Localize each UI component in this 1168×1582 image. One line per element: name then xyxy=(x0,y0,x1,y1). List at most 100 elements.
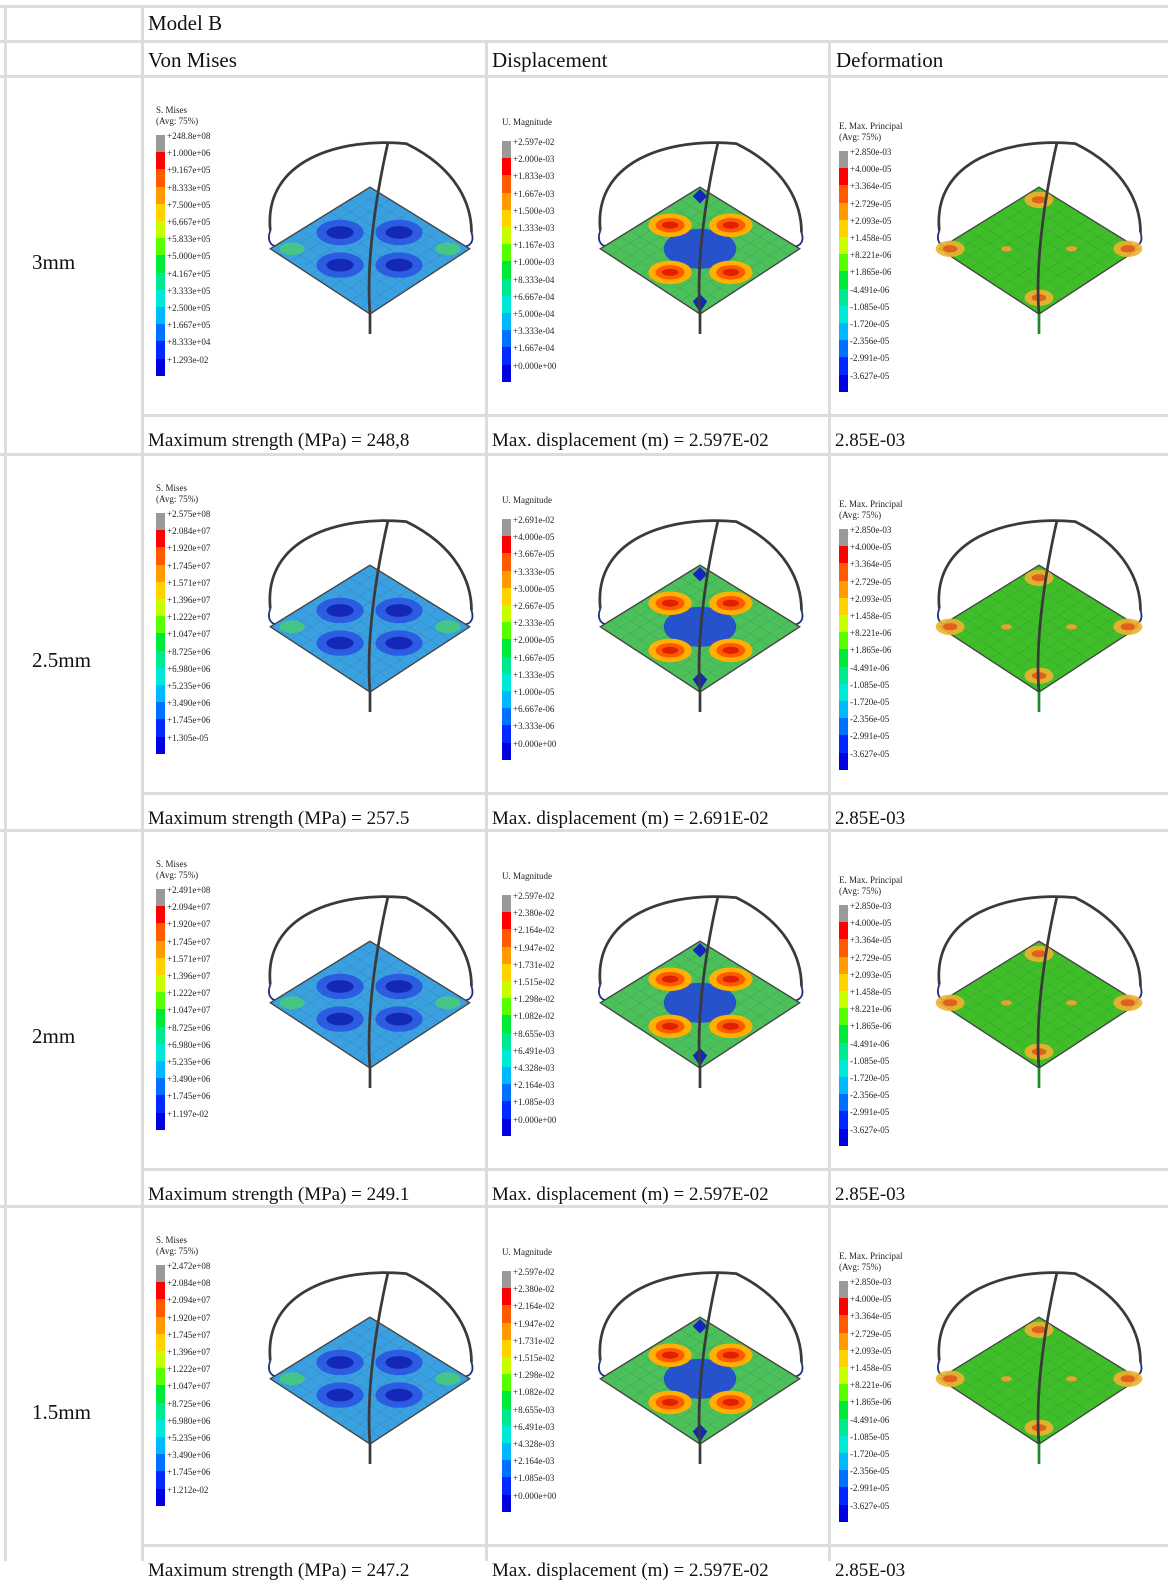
legend-swatch xyxy=(839,580,848,598)
legend-swatch xyxy=(156,1471,165,1489)
legend-swatch xyxy=(156,513,165,531)
legend-value: +1.865e-06 xyxy=(850,1021,892,1032)
legend-value: +1.458e-05 xyxy=(850,233,892,243)
legend-value: +3.364e-05 xyxy=(850,935,892,946)
legend-value: -2.356e-05 xyxy=(850,1466,890,1477)
legend-value: -3.627e-05 xyxy=(850,748,890,759)
legend-swatch xyxy=(839,1504,848,1522)
legend-swatch xyxy=(839,1418,848,1436)
legend-swatch xyxy=(839,1453,848,1471)
legend-swatch xyxy=(156,957,165,975)
row-label-thickness: 1.5mm xyxy=(32,1400,91,1424)
legend-title: U. Magnitude xyxy=(502,495,552,505)
legend-swatch xyxy=(156,1009,165,1027)
legend-value: +2.850e-03 xyxy=(850,1277,892,1287)
legend-value: +5.833e+05 xyxy=(167,234,211,245)
legend-swatch xyxy=(156,923,165,941)
legend-value: +6.980e+06 xyxy=(167,1415,211,1426)
legend-value: +2.094e+07 xyxy=(167,902,211,913)
legend-value: +9.167e+05 xyxy=(167,165,211,176)
legend-title: E. Max. Principal xyxy=(839,1251,903,1261)
legend-value: +8.221e-06 xyxy=(850,250,892,261)
legend-value: +1.000e+06 xyxy=(167,148,211,159)
legend-value: +5.235e+06 xyxy=(167,1057,211,1067)
legend-value: +1.731e-02 xyxy=(513,959,555,970)
legend-swatch xyxy=(156,564,165,582)
legend-swatch xyxy=(839,1128,848,1146)
legend-swatch xyxy=(839,597,848,615)
legend-value: -2.356e-05 xyxy=(850,714,890,725)
legend-swatch xyxy=(839,1077,848,1095)
legend-swatch xyxy=(156,719,165,737)
legend-value: +1.500e-03 xyxy=(513,205,555,216)
legend-value: +6.491e-03 xyxy=(513,1045,555,1056)
legend-subtitle: (Avg: 75%) xyxy=(156,1246,199,1256)
legend-mises: S. Mises (Avg: 75%) +2.491e+08 +2.094e+07 +1… xyxy=(150,858,236,1130)
legend-value: +0.000e+00 xyxy=(513,738,557,749)
legend-swatch xyxy=(156,975,165,993)
legend-swatch xyxy=(502,141,511,159)
legend-swatch xyxy=(502,725,511,743)
legend-swatch xyxy=(839,254,848,272)
legend-swatch xyxy=(156,1385,165,1403)
legend-swatch xyxy=(156,1351,165,1369)
legend-swatch xyxy=(839,340,848,358)
legend-value: +1.458e-05 xyxy=(850,987,892,997)
legend-swatch xyxy=(156,992,165,1010)
legend-value: +3.667e-05 xyxy=(513,549,555,560)
legend-swatch xyxy=(839,1470,848,1488)
legend-swatch xyxy=(156,1095,165,1113)
legend-swatch xyxy=(156,667,165,685)
legend-value: +2.084e+07 xyxy=(167,526,211,537)
frame-arch xyxy=(268,895,473,987)
legend-swatch xyxy=(839,1094,848,1112)
displacement-contours xyxy=(648,566,753,691)
legend-value: +1.667e-04 xyxy=(513,343,555,354)
legend-swatch xyxy=(839,973,848,991)
legend-swatch xyxy=(502,963,511,981)
legend-swatch xyxy=(839,1401,848,1419)
legend-value: +1.197e-02 xyxy=(167,1108,209,1119)
caption-mises: Maximum strength (MPa) = 249.1 xyxy=(148,1184,410,1205)
legend-value: +1.396e+07 xyxy=(167,971,211,981)
frame-arch xyxy=(268,519,473,611)
legend-value: +3.333e-06 xyxy=(513,721,555,732)
legend-value: +1.085e-03 xyxy=(513,1473,555,1484)
legend-value: +2.491e+08 xyxy=(167,885,211,895)
legend-swatch xyxy=(502,998,511,1016)
legend-value: -1.720e-05 xyxy=(850,1449,890,1459)
legend-value: +8.655e-03 xyxy=(513,1028,555,1039)
frame-arch xyxy=(598,1271,803,1363)
legend-swatch xyxy=(156,272,165,290)
legend-swatch xyxy=(839,1111,848,1129)
legend-swatch xyxy=(839,666,848,684)
frame-post-front xyxy=(697,1271,720,1445)
legend-title: S. Mises xyxy=(156,483,188,493)
legend-value: -1.720e-05 xyxy=(850,1073,890,1083)
legend-value: +3.333e+05 xyxy=(167,285,211,296)
legend-value: +2.164e-02 xyxy=(513,1301,555,1312)
legend-swatch xyxy=(156,238,165,256)
legend-swatch xyxy=(839,271,848,289)
legend-value: +2.093e-05 xyxy=(850,1345,892,1356)
legend-swatch xyxy=(156,203,165,221)
legend-value: -4.491e-06 xyxy=(850,662,890,673)
legend-value: -1.085e-05 xyxy=(850,679,890,690)
legend-value: +1.000e-05 xyxy=(513,687,555,697)
table-border-left xyxy=(4,5,7,1561)
legend-swatch xyxy=(839,1315,848,1333)
legend-swatch xyxy=(502,1015,511,1033)
legend-swatch xyxy=(502,295,511,313)
frame-arch xyxy=(937,895,1142,987)
table-border-top xyxy=(0,5,1168,8)
displacement-contours xyxy=(648,942,753,1067)
legend-def: E. Max. Principal (Avg: 75%) +2.850e-03 +4.… xyxy=(833,120,919,392)
legend-value: +1.333e-03 xyxy=(513,223,555,233)
legend-swatch xyxy=(839,956,848,974)
legend-swatch xyxy=(156,358,165,376)
caption-disp: Max. displacement (m) = 2.597E-02 xyxy=(492,1560,769,1581)
legend-value: +1.920e+07 xyxy=(167,1312,211,1323)
legend-swatch xyxy=(502,742,511,760)
row-divider-3 xyxy=(0,1205,1168,1208)
